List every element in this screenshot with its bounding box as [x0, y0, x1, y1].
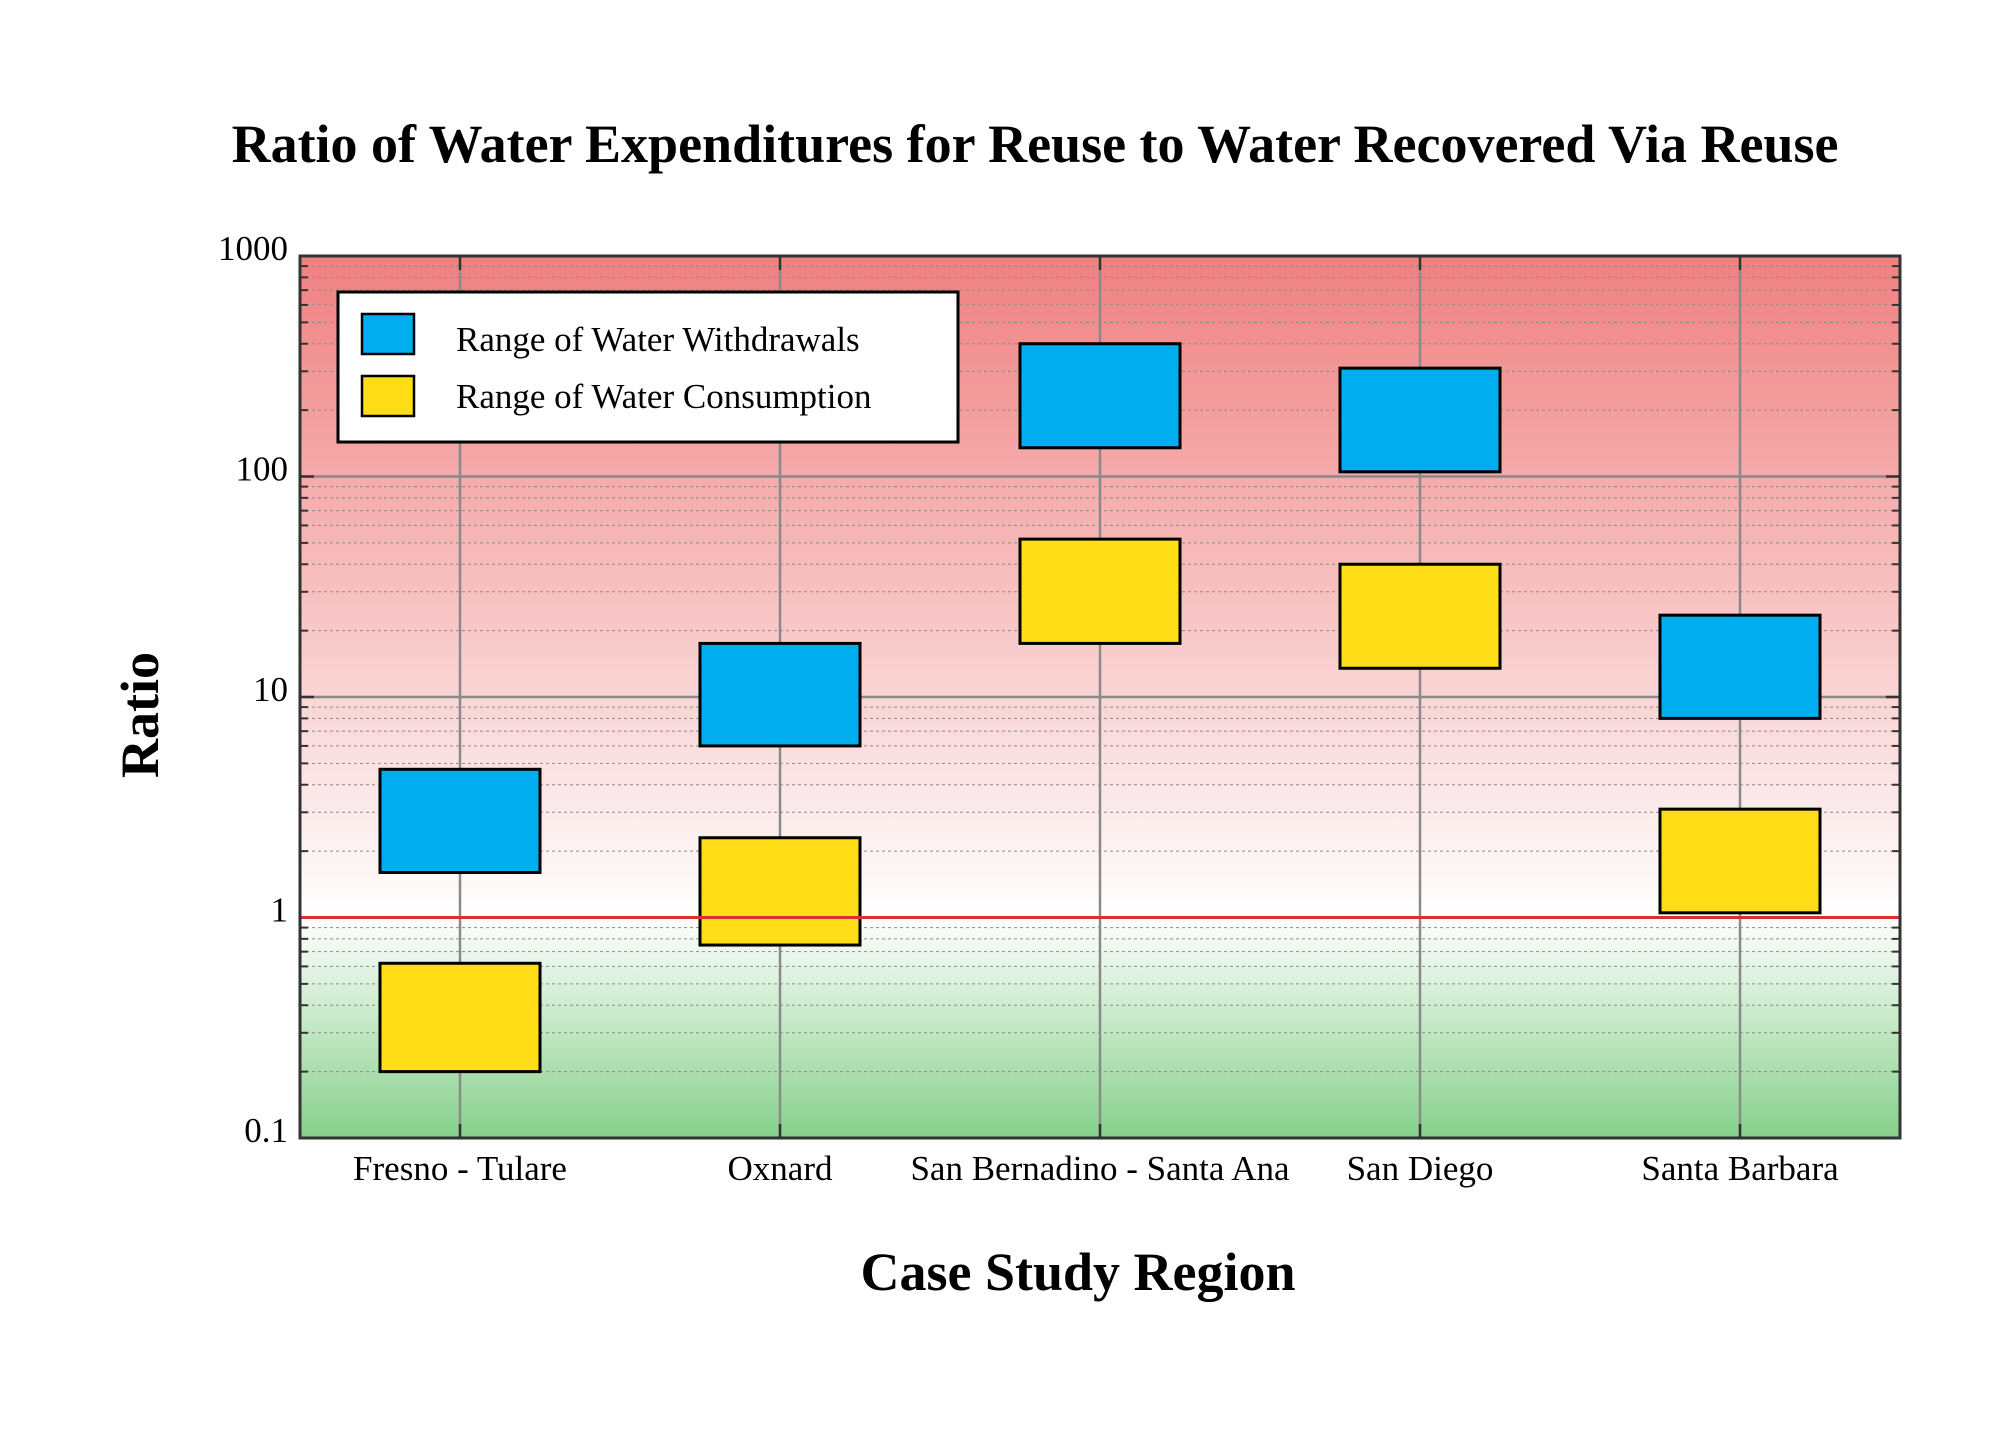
legend-label-withdrawals: Range of Water Withdrawals — [456, 320, 860, 359]
chart-title: Ratio of Water Expenditures for Reuse to… — [232, 114, 1839, 174]
y-tick-label: 10 — [253, 670, 288, 709]
y-tick-label: 100 — [236, 450, 289, 489]
x-tick-label: Fresno - Tulare — [353, 1149, 567, 1188]
y-tick-label: 1000 — [218, 229, 288, 268]
range-bars — [378, 342, 1822, 1074]
consumption-bar-3 — [1338, 562, 1502, 670]
legend-box — [336, 290, 960, 444]
plot-frame — [298, 254, 1902, 1140]
consumption-bar-1 — [698, 836, 862, 947]
y-axis-label: Ratio — [110, 652, 170, 778]
x-tick-label: San Bernadino - Santa Ana — [910, 1149, 1290, 1188]
consumption-bar-4 — [1658, 807, 1822, 915]
x-tick-label: Santa Barbara — [1641, 1149, 1839, 1188]
x-tick-label: Oxnard — [728, 1149, 833, 1188]
y-tick-label: 1 — [271, 891, 289, 930]
withdrawals-bar-4 — [1658, 613, 1822, 720]
legend-label-consumption: Range of Water Consumption — [456, 377, 872, 416]
withdrawals-bar-0 — [378, 767, 542, 874]
withdrawals-bar-1 — [698, 641, 862, 748]
withdrawals-bar-2 — [1018, 342, 1182, 450]
x-axis-label: Case Study Region — [860, 1242, 1295, 1302]
consumption-bar-2 — [1018, 537, 1182, 645]
x-tick-labels: Fresno - Tulare Oxnard San Bernadino - San… — [353, 1149, 1839, 1188]
y-tick-label: 0.1 — [244, 1111, 288, 1150]
consumption-bar-0 — [378, 961, 542, 1074]
legend: Range of Water Withdrawals Range of Wate… — [336, 290, 960, 444]
x-tick-label: San Diego — [1347, 1149, 1494, 1188]
legend-swatch-withdrawals — [360, 312, 416, 356]
legend-swatch-consumption — [360, 374, 416, 418]
y-tick-labels: 0.1 1 10 100 1000 — [218, 229, 288, 1150]
withdrawals-bar-3 — [1338, 366, 1502, 474]
